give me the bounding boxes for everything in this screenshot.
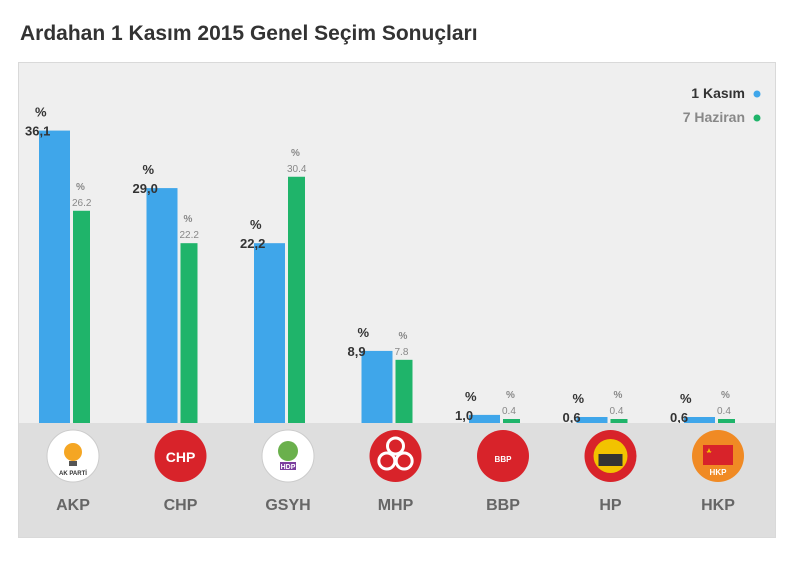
svg-text:AK PARTİ: AK PARTİ — [59, 470, 87, 477]
mhp-logo-icon — [369, 430, 422, 482]
bbp-logo-icon: BBP — [477, 430, 529, 482]
category-label-hp: HP — [599, 497, 622, 514]
data-label-7-haziran: 0.4 — [610, 406, 624, 417]
bar-mhp-1-kasim — [361, 350, 393, 423]
data-label-1-kasim: 0,6 — [563, 410, 581, 425]
percent-sign-2: % — [184, 214, 193, 225]
akp-logo-icon: AK PARTİ — [46, 429, 100, 483]
data-label-1-kasim: 8,9 — [348, 344, 366, 359]
bar-hkp-7-haziran — [718, 419, 735, 423]
legend-dot-0 — [753, 90, 761, 98]
data-label-7-haziran: 22.2 — [180, 230, 200, 241]
bar-bbp-1-kasim — [469, 414, 500, 423]
percent-sign-1: % — [465, 389, 477, 404]
legend-label-0: 1 Kasım — [691, 85, 745, 101]
data-label-7-haziran: 0.4 — [717, 406, 731, 417]
percent-sign-1: % — [358, 325, 370, 340]
data-label-7-haziran: 30.4 — [287, 164, 307, 175]
percent-sign-2: % — [506, 390, 515, 401]
percent-sign-2: % — [76, 182, 85, 193]
bar-chp-1-kasim — [146, 188, 178, 423]
percent-sign-1: % — [143, 162, 155, 177]
percent-sign-2: % — [399, 331, 408, 342]
bar-hp-7-haziran — [610, 419, 628, 423]
category-label-hkp: HKP — [701, 497, 735, 514]
percent-sign-2: % — [291, 148, 300, 159]
svg-text:HDP: HDP — [281, 464, 296, 471]
percent-sign-2: % — [721, 390, 730, 401]
logos-group: AK PARTİ AKP CHP CHP HDP GSYH MHP BBP BBP HP HKP HK… — [19, 423, 775, 537]
bar-akp-7-haziran — [73, 210, 90, 423]
percent-sign-1: % — [573, 391, 585, 406]
bar-gsyh-1-kasim — [254, 243, 285, 423]
hp-logo-icon — [584, 430, 637, 482]
percent-sign-1: % — [35, 105, 47, 120]
bar-akp-1-kasim — [39, 130, 70, 423]
data-label-7-haziran: 0.4 — [502, 406, 516, 417]
category-label-gsyh: GSYH — [265, 497, 310, 514]
data-label-1-kasim: 29,0 — [133, 181, 158, 196]
svg-text:HKP: HKP — [710, 468, 728, 477]
bar-chp-7-haziran — [180, 243, 198, 423]
percent-sign-1: % — [250, 217, 262, 232]
category-label-bbp: BBP — [486, 497, 520, 514]
bar-bbp-7-haziran — [503, 419, 520, 423]
bar-mhp-7-haziran — [395, 359, 413, 423]
percent-sign-2: % — [614, 390, 623, 401]
data-label-1-kasim: 1,0 — [455, 408, 473, 423]
svg-text:BBP: BBP — [495, 455, 513, 464]
hdp-logo-icon: HDP — [261, 429, 315, 483]
bar-gsyh-7-haziran — [288, 176, 305, 423]
bar-chart: % 36,1% 26.2% 29,0% 22.2% 22,2% 30.4% 8,9% 7.8% 1… — [19, 85, 775, 537]
legend-dot-1 — [753, 114, 761, 122]
legend-label-1: 7 Haziran — [683, 109, 745, 125]
chart-title: Ardahan 1 Kasım 2015 Genel Seçim Sonuçla… — [20, 22, 478, 45]
data-label-1-kasim: 0,6 — [670, 410, 688, 425]
hkp-logo-icon: HKP — [692, 430, 744, 482]
legend: 1 Kasım 7 Haziran — [683, 85, 761, 125]
category-label-chp: CHP — [164, 497, 198, 514]
chart-panel: % 36,1% 26.2% 29,0% 22.2% 22,2% 30.4% 8,9% 7.8% 1… — [18, 62, 776, 538]
data-label-1-kasim: 22,2 — [240, 236, 265, 251]
data-label-7-haziran: 7.8 — [395, 347, 409, 358]
percent-sign-1: % — [680, 391, 692, 406]
bars-group: % 36,1% 26.2% 29,0% 22.2% 22,2% 30.4% 8,9% 7.8% 1… — [25, 105, 735, 425]
bar-hp-1-kasim — [576, 417, 608, 423]
data-label-1-kasim: 36,1 — [25, 124, 50, 139]
svg-text:CHP: CHP — [166, 449, 196, 465]
chp-logo-icon: CHP — [154, 430, 207, 482]
category-label-akp: AKP — [56, 497, 90, 514]
data-label-7-haziran: 26.2 — [72, 198, 92, 209]
category-label-mhp: MHP — [378, 497, 414, 514]
bar-hkp-1-kasim — [684, 417, 715, 423]
